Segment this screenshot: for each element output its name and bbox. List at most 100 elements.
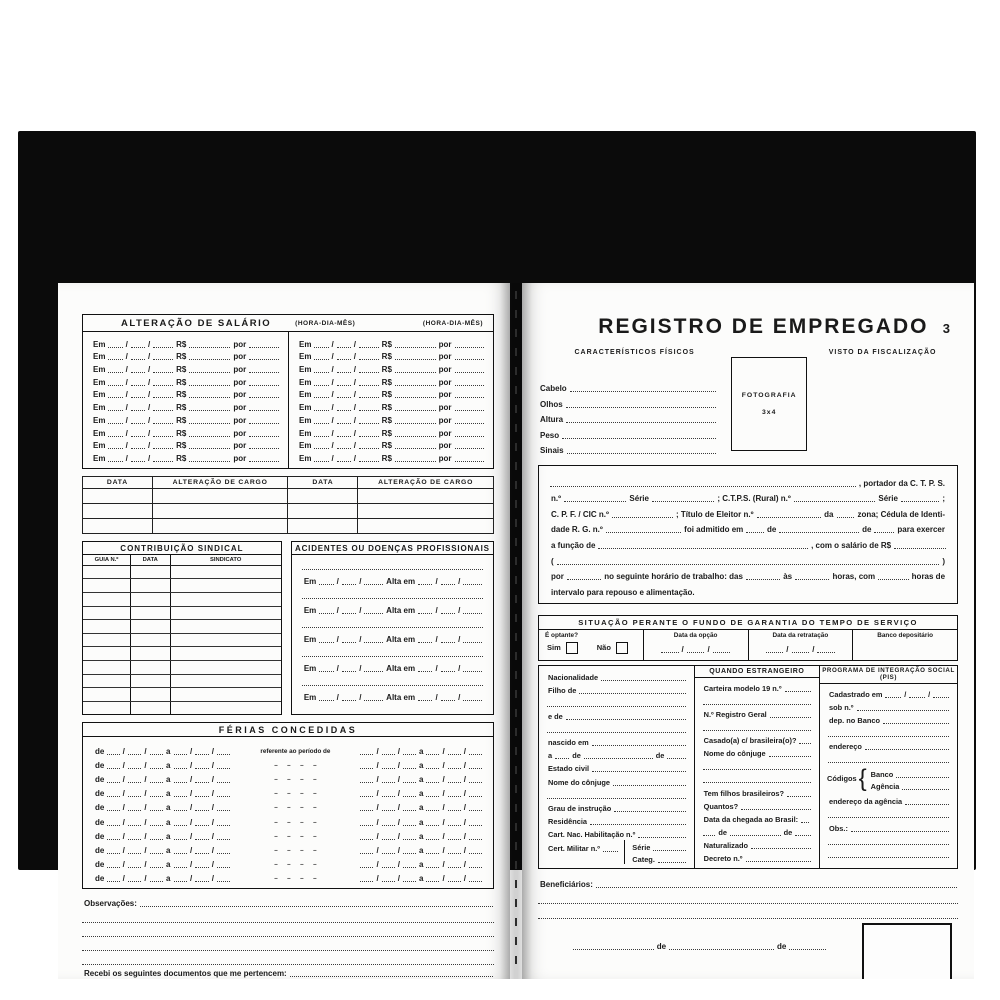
form-label: endereço [829,742,862,752]
form-label: R$ [176,441,187,451]
blank-field [426,851,440,854]
blank-field [756,515,822,518]
blank-field [189,383,231,386]
form-label: / [331,339,334,349]
blank-field [130,370,145,374]
form-line: por no seguinte horário de trabalho: das à… [549,566,947,581]
salary-row: Em / / R$ por [91,425,280,438]
form-label: Decreto n.º [703,854,743,864]
blank-field [216,851,231,854]
form-label: / [397,831,400,841]
empty-cell [83,674,131,689]
blank-field [611,515,673,518]
blank-field [130,383,145,386]
empty-cell [169,565,281,580]
vacation-period-right: / / a / / [359,842,483,855]
form-label: / [397,803,400,813]
form-label: / [359,576,362,586]
vacations-rows: de / / a / / referente ao período de / / a / / de… [83,737,493,888]
form-label: Em [299,390,312,400]
form-label: / [148,441,151,451]
form-label: / [189,746,193,756]
empty-cell [83,660,131,675]
blank-field [173,752,187,755]
blank-field [426,752,440,755]
form-label: Alta em [386,692,416,702]
blank-field [130,459,145,462]
blank-field [130,434,145,437]
blank-field [394,345,436,348]
form-label: a [166,746,171,756]
vacation-reference-label: – – – – [274,875,317,883]
blank-field [360,752,374,755]
column-header-sindicato: SINDICATO [169,554,281,566]
empty-cell [129,633,171,648]
form-label: / [435,692,438,702]
form-line: e de [546,708,687,721]
blank-field [189,434,231,437]
form-label: de [718,827,727,837]
blank-field [402,752,416,755]
column-header-cargo: ALTERAÇÃO DE CARGO [151,475,289,489]
form-label: Recebi os seguintes documentos que me pe… [84,969,287,979]
union-contribution-title: CONTRIBUIÇÃO SINDICAL [83,542,281,555]
vacation-row: de / / a / / – – – – / / a / / [93,827,483,841]
page-title: REGISTRO DE EMPREGADO [598,315,929,338]
observations-line: Observações: [82,895,494,908]
form-line [546,787,687,800]
form-label: Alta em [386,634,416,644]
blank-field [426,766,440,769]
blank-field [149,823,164,826]
form-label: por [233,352,247,362]
blank-field [381,766,395,769]
blank-field [569,389,717,393]
no-checkbox [615,641,628,654]
blank-field [894,546,946,549]
form-label: / [144,803,147,813]
salary-row: Em / / R$ por [297,399,485,412]
form-label: / [353,365,357,375]
blank-field [149,837,164,840]
blank-field [418,582,433,585]
form-label: Em [93,428,106,438]
accident-entry: Em / / Alta em / / [301,586,483,615]
form-label: / [336,663,339,673]
table-row [83,701,281,715]
table-row [83,606,281,621]
form-label: Altura [540,415,564,425]
blank-field [153,383,174,386]
blank-field [173,879,187,883]
blank-field [566,451,717,454]
salary-row: Em / / R$ por [91,374,280,387]
form-label: / [125,352,128,362]
blank-field [836,515,855,518]
blank-field [566,577,602,581]
form-label: R$ [381,390,392,400]
pis-title-line2: (PIS) [879,673,898,681]
blank-field [402,837,416,840]
blank-field [669,947,774,950]
empty-cell [129,619,171,634]
blank-field [195,865,209,869]
foreigner-column: QUANDO ESTRANGEIRO Carteira modelo 19 n.… [693,665,820,868]
form-label: / [359,692,362,702]
blank-field [562,436,717,439]
form-label: Alta em [386,663,416,673]
blank-field [447,865,461,869]
empty-cell [169,592,281,607]
form-label: / [458,663,461,673]
form-label: / [122,845,125,855]
blank-field [828,734,949,738]
vacation-period-left: de / / a / / [93,785,231,798]
blank-field [127,837,142,840]
table-row [83,619,281,634]
blank-field [440,640,456,643]
blank-field [249,383,279,386]
empty-cell [129,660,171,675]
blank-field [107,879,120,883]
blank-field [173,865,187,869]
form-label: Em [303,576,317,586]
blank-field [359,408,379,412]
form-label: ; [942,494,945,504]
form-label: de [572,751,581,761]
